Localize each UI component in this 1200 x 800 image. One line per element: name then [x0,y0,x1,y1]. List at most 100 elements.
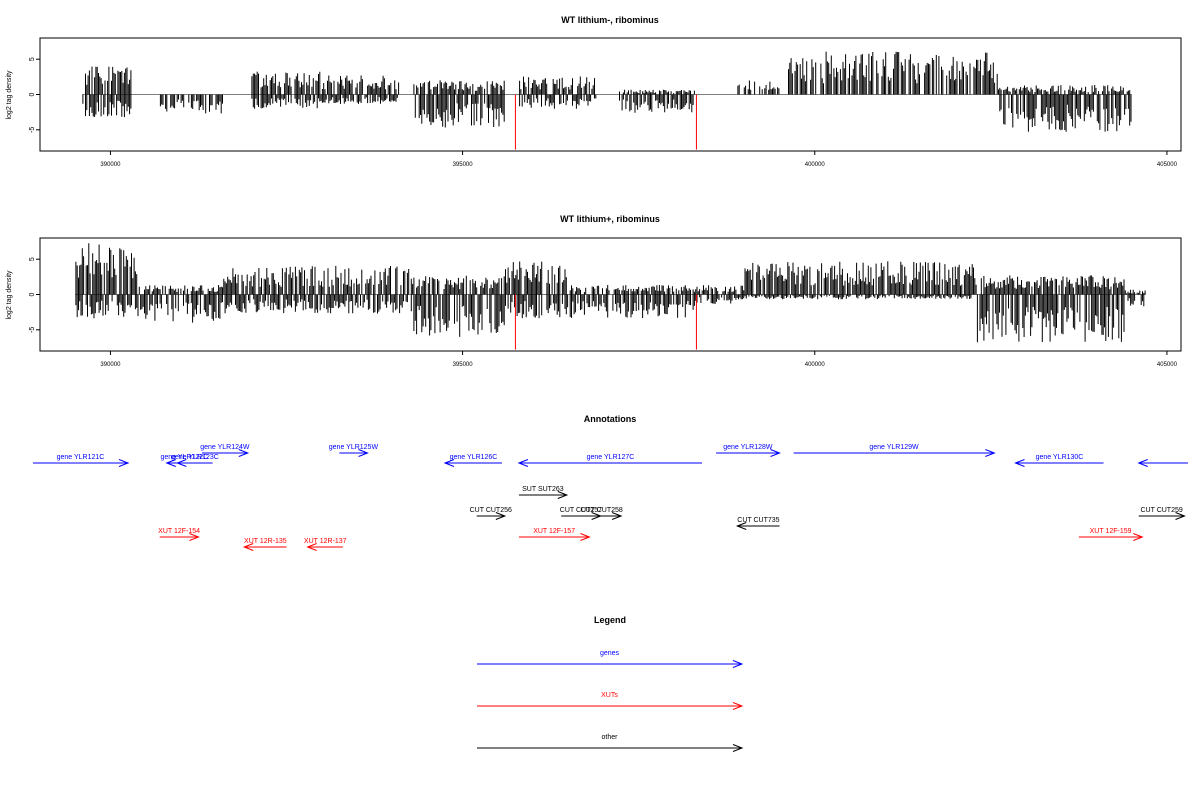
annotation-gene: gene YLR123C [171,454,219,467]
legend-entry: other [477,734,744,752]
feature-label: XUT 12F-157 [533,528,575,535]
feature-label: XUT 12F-154 [158,528,200,535]
signal-segment-6-plus [619,89,695,95]
feature-arrowhead [985,449,996,457]
annotation-other: CUT CUT256 [470,507,512,520]
feature-label: gene YLR128W [723,444,773,451]
feature-arrowhead [165,459,176,467]
signal-segment-4-plus [505,261,567,295]
annotation-gene: gene YLR126C [443,454,503,467]
feature-arrowhead [175,459,187,467]
signal-segment-9-minus [1127,294,1145,307]
feature-label: gene YLR123C [171,454,219,461]
feature-label: CUT CUT735 [737,517,779,524]
signal-segment-0-minus [82,94,132,118]
signal-segment-3-plus [413,275,505,295]
annotation-gene: gene YLR127C [517,454,703,467]
feature-arrowhead [495,512,507,520]
legend-label: other [602,734,619,741]
signal-segment-2-plus [251,71,321,95]
feature-label: gene YLR126C [450,454,498,461]
y-tick-label: 5 [29,257,36,261]
feature-arrowhead [580,533,591,541]
feature-arrowhead [557,491,569,499]
feature-label: CUT CUT257 [560,507,602,514]
signal-bars [82,51,1132,132]
legend-arrowhead [732,702,744,710]
feature-label: gene YLR130C [1036,454,1084,461]
signal-segment-2-plus [223,265,414,295]
signal-segment-3-minus [321,94,398,104]
feature-arrowhead [611,512,623,520]
feature-label: SUT SUT263 [522,486,564,493]
legend-label: genes [600,650,620,657]
feature-arrowhead [1175,512,1186,520]
feature-arrowhead [1014,459,1025,467]
legend-title: Legend [594,615,626,625]
signal-segment-6-minus [695,294,745,304]
feature-label: XUT 12R-135 [244,538,287,545]
feature-label: gene YLR122C [161,454,209,461]
signal-segment-7-minus [744,294,972,300]
signal-segment-8-plus [980,275,1125,295]
x-tick-label: 395000 [453,162,474,168]
feature-arrowhead [735,522,747,530]
annotation-other: CUT CUT735 [735,517,780,530]
feature-label: gene YLR124W [200,444,250,451]
signal-segment-1-plus [138,285,223,295]
x-tick-label: 405000 [1157,362,1178,368]
annotation-other: CUT CUT259 [1138,507,1186,520]
signal-segment-8-plus [788,51,998,95]
feature-arrowhead [1137,459,1148,467]
signal-segment-5-plus [519,76,595,95]
legend-label: XUTs [601,692,618,699]
feature-arrowhead [358,449,369,457]
signal-segment-4-minus [414,94,505,128]
feature-label: gene YLR127C [587,454,635,461]
y-tick-label: -5 [29,327,36,333]
annotation-gene: gene YLR124W [200,444,250,457]
annotation-other: CUT CUT258 [581,507,623,520]
marker-lines [514,294,697,350]
signal-segment-9-plus [998,85,1131,95]
y-axis: -5 0 5 [29,57,40,133]
signal-segment-2-minus [251,94,322,109]
y-tick-label: 0 [29,292,36,296]
signal-segment-4-minus [505,294,569,319]
signal-segment-1-minus [159,94,223,114]
x-axis: 390000 395000 400000 405000 [100,151,1178,168]
annotation-xut: XUT 12F-159 [1078,528,1144,541]
track-panel-lithium-minus: WT lithium-, ribominus log2 tag density … [6,15,1182,168]
feature-arrowhead [242,543,254,551]
signal-segment-7-plus [744,261,977,295]
x-tick-label: 395000 [453,362,474,368]
legend-arrowhead [732,744,744,752]
annotation-xut: XUT 12R-137 [304,538,347,551]
y-axis: -5 0 5 [29,257,40,333]
annotation-gene: gene YLR130C [1014,454,1104,467]
annotation-gene [1137,459,1189,467]
annotation-xut: XUT 12F-154 [158,528,200,541]
annotation-gene: gene YLR128W [716,444,781,457]
y-tick-label: 0 [29,92,36,96]
signal-segment-1-minus [140,294,223,323]
signal-segment-0-plus [75,243,138,295]
annotation-gene: gene YLR129W [793,444,996,457]
signal-segment-8-minus [976,294,1125,343]
x-tick-label: 390000 [100,362,121,368]
feature-arrowhead [443,459,455,467]
legend-arrowhead [732,660,744,668]
annotation-gene: gene YLR121C [32,454,130,467]
x-tick-label: 400000 [805,362,826,368]
panel-title: WT lithium-, ribominus [561,15,659,25]
annotations-panel: Annotations gene YLR121C gene YLR122Cgene… [32,414,1189,551]
signal-segment-0-plus [85,66,132,95]
signal-bars [75,243,1146,343]
y-tick-label: 5 [29,57,36,61]
x-tick-label: 400000 [805,162,826,168]
legend-entry: XUTs [477,692,744,710]
y-axis-label: log2 tag density [6,270,13,320]
x-tick-label: 405000 [1157,162,1178,168]
